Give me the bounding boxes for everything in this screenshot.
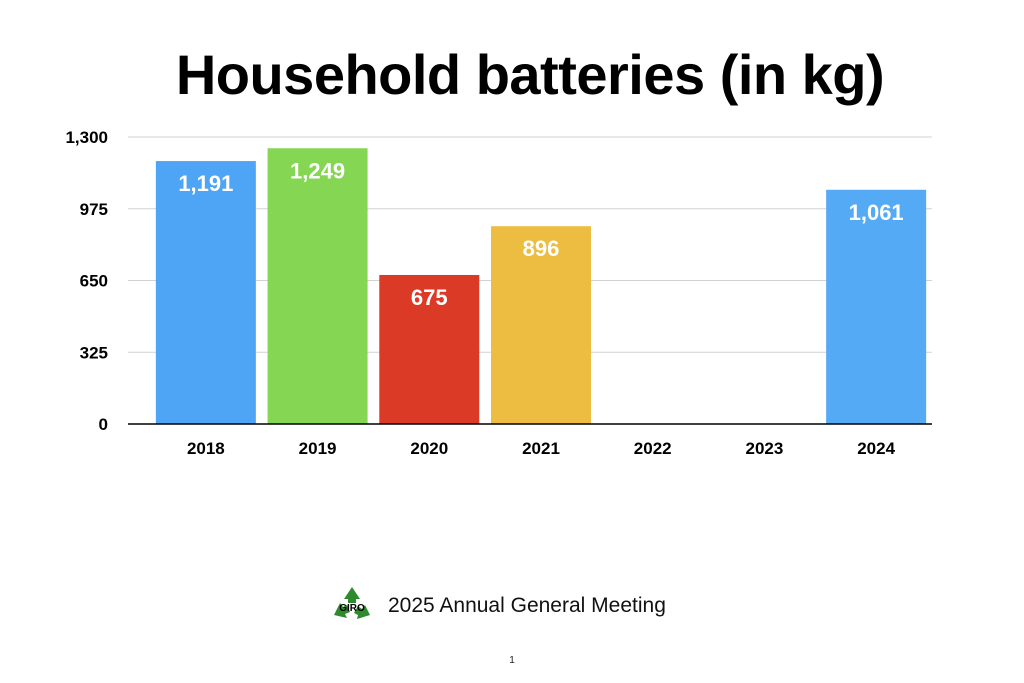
data-label-2024: 1,061 — [849, 200, 904, 225]
data-label-2020: 675 — [411, 285, 448, 310]
logo-text: GIRO — [339, 603, 365, 614]
recycle-icon: GIRO — [334, 587, 370, 619]
bar-2024 — [826, 189, 927, 424]
x-tick-label: 2022 — [634, 439, 672, 458]
x-tick-label: 2023 — [746, 439, 784, 458]
x-tick-label: 2024 — [857, 439, 895, 458]
bar-2018 — [155, 161, 256, 424]
meeting-label: 2025 Annual General Meeting — [388, 594, 666, 617]
data-label-2021: 896 — [523, 236, 560, 261]
footer: GIRO 2025 Annual General Meeting — [330, 585, 666, 627]
data-label-2019: 1,249 — [290, 158, 345, 183]
y-tick-label: 1,300 — [65, 128, 108, 147]
bar-2020 — [379, 274, 480, 424]
y-tick-label: 975 — [80, 200, 108, 219]
x-tick-label: 2021 — [522, 439, 560, 458]
x-tick-label: 2020 — [410, 439, 448, 458]
x-tick-label: 2019 — [299, 439, 337, 458]
bar-2019 — [267, 148, 368, 425]
x-tick-label: 2018 — [187, 439, 225, 458]
y-tick-label: 0 — [99, 415, 108, 434]
bar-2021 — [491, 226, 591, 424]
bar-chart: 0 325 650 975 1,300 1,191 2018 1,249 2019 675 2020… — [65, 128, 932, 458]
data-label-2018: 1,191 — [178, 171, 233, 196]
y-tick-label: 325 — [80, 343, 108, 362]
chart-title: Household batteries (in kg) — [175, 43, 885, 106]
y-tick-label: 650 — [80, 272, 108, 291]
page-number: 1 — [509, 655, 515, 666]
